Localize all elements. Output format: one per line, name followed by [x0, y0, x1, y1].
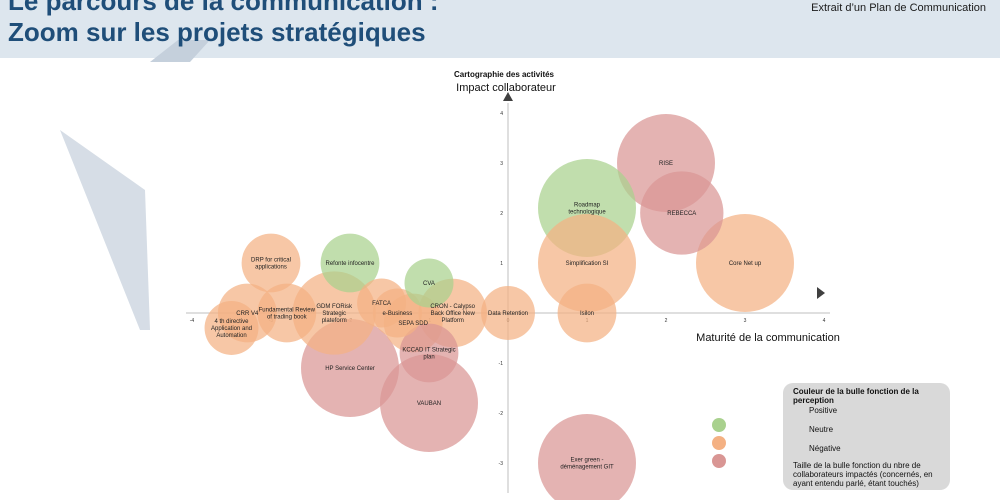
bubble-label: KCCAD IT Strategic plan [402, 348, 455, 361]
bubble [292, 271, 376, 355]
legend-positive: Positive [809, 406, 838, 415]
extract-label: Extrait d’un Plan de Communication [811, 2, 986, 14]
bubble-label: Data Retention [488, 311, 528, 317]
bubble [257, 283, 317, 343]
decorative-swoosh [150, 40, 210, 62]
bubble-label: 4 th directive Application and Automation [211, 319, 252, 339]
bubble [481, 286, 535, 340]
legend-title: Couleur de la bulle fonction de la perce… [793, 387, 919, 405]
legend-dot-neutre [712, 436, 726, 450]
bubble [557, 283, 617, 343]
bubble-label: HP Service Center [325, 366, 375, 372]
x-tick-label: 4 [823, 318, 826, 324]
bubble-label: Simplification SI [566, 261, 609, 267]
y-tick-label: 3 [500, 161, 503, 167]
bubble-label: e-Business [383, 311, 413, 317]
bubble [241, 233, 301, 293]
bubble [404, 258, 454, 308]
legend-dot-positive [712, 418, 726, 432]
bubble-label: DRP for critical applications [251, 258, 291, 271]
legend-box: Couleur de la bulle fonction de la perce… [783, 383, 950, 490]
bubble-label: CVA [423, 281, 435, 287]
legend-size-note: Taille de la bulle fonction du nbre de c… [793, 461, 933, 488]
bubble-label: GDM FORisk Strategic plateform [316, 304, 353, 324]
bubble-label: CRR V4 [236, 311, 259, 317]
legend-dot-negative [712, 454, 726, 468]
bubble-label: RISE [659, 161, 673, 167]
bubble-label: Isilon [580, 311, 594, 317]
bubble [204, 301, 259, 355]
legend-negative: Négative [809, 444, 841, 453]
bubble-label: Roadmap technologique [568, 203, 606, 216]
bubble [538, 414, 636, 500]
y-tick-label: -3 [499, 461, 504, 467]
y-tick-label: 4 [500, 111, 503, 117]
bubble [696, 214, 794, 312]
x-axis-arrow [817, 287, 825, 299]
bubble [372, 288, 422, 338]
y-axis-arrow [503, 92, 513, 101]
bubble [399, 323, 459, 383]
bubble [320, 233, 380, 293]
x-axis-label: Maturité de la communication [696, 332, 840, 344]
bubble-label: Fundamental Review of trading book [259, 308, 316, 321]
bubble-label: Refonte infocentre [325, 261, 375, 267]
page-title-line2: Zoom sur les projets stratégiques [8, 17, 426, 47]
chart-title: Cartographie des activités [454, 70, 555, 79]
page-title-line1: Le parcours de la communication : [8, 0, 439, 16]
y-tick-label: -1 [499, 361, 504, 367]
y-tick-label: -2 [499, 411, 504, 417]
decorative-swoosh-lower [60, 130, 150, 330]
bubble-label: FATCA [372, 301, 391, 307]
bubble [640, 171, 724, 255]
bubble-label: Core Net up [729, 261, 762, 267]
bubble-label: REBECCA [667, 211, 696, 217]
y-tick-label: 1 [500, 261, 503, 267]
x-tick-label: -4 [190, 318, 195, 324]
x-tick-label: 2 [665, 318, 668, 324]
bubble [380, 354, 478, 452]
bubble-label: VAUBAN [417, 401, 441, 407]
y-axis-label: Impact collaborateur [456, 82, 556, 94]
bubble-label: SEPA SDD [398, 321, 428, 327]
x-tick-label: 3 [744, 318, 747, 324]
legend-neutre: Neutre [809, 425, 834, 434]
header-band [0, 0, 1000, 58]
bubble [538, 214, 636, 312]
bubble-label: CRON - Calypso Back Office New Platform [430, 304, 475, 324]
y-tick-label: 2 [500, 211, 503, 217]
bubble-label: Exer green -déménagement GIT [560, 458, 614, 471]
